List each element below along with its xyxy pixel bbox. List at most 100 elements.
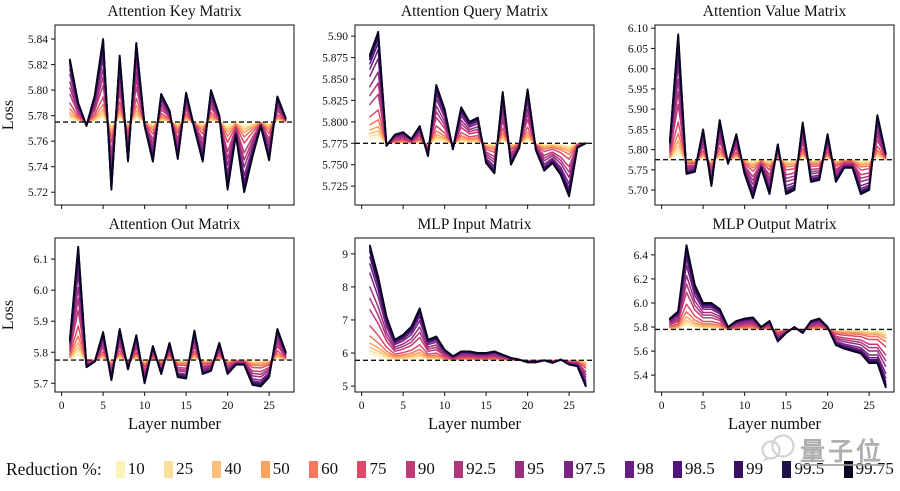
series-line-98.5: [369, 256, 587, 385]
y-tick-label: 5.800: [322, 117, 348, 129]
legend-swatch: [782, 460, 792, 478]
legend-entry-40: 40: [212, 459, 241, 479]
y-tick-label: 5.95: [628, 84, 648, 96]
legend-entry-98.5: 98.5: [673, 459, 715, 479]
y-tick-label: 5.80: [628, 145, 648, 157]
y-tick-label: 6.4: [634, 250, 649, 262]
plot-box: [54, 237, 295, 393]
chart-svg-attention-key: 5.72 5.74 5.76 5.78 5.80 5.82 5.84 Loss: [0, 24, 295, 209]
x-tick-label: 25: [863, 400, 875, 412]
y-tick-label: 9: [342, 249, 348, 261]
legend-entry-label: 10: [127, 459, 145, 478]
legend-entry-label: 25: [176, 459, 194, 478]
legend-swatch: [115, 460, 125, 478]
legend-entry-label: 95: [527, 459, 545, 478]
y-tick-label: 5.76: [28, 136, 48, 148]
x-tick-label: 0: [59, 400, 65, 412]
series-line-99.75: [368, 30, 587, 198]
chart-svg-mlp-output: 5.4 5.6 5.8 6.0 6.2 6.4 0 5 10 15 20 25 Layer number: [634, 237, 895, 433]
chart-title: MLP Output Matrix: [712, 216, 837, 233]
chart-title: MLP Input Matrix: [417, 216, 532, 233]
legend-entry-label: 40: [224, 459, 242, 478]
x-tick-label: 5: [700, 400, 706, 412]
legend-entry-25: 25: [164, 459, 193, 479]
legend-entries: 10 25 40 50 60 75 90 92.5 95 97.5 98 98.5 99 99.5 99.7…: [115, 459, 894, 479]
series-group: [655, 33, 894, 200]
plot-box: [354, 237, 595, 393]
x-axis-label: Layer number: [428, 414, 522, 433]
x-tick-label: 10: [739, 400, 751, 412]
series-line-99.75: [68, 38, 287, 194]
x-axis-label: Layer number: [128, 414, 222, 433]
y-tick-label: 5.70: [628, 185, 648, 197]
y-tick-label: 5.90: [628, 104, 648, 116]
series-line-99: [368, 250, 587, 386]
x-axis-label: Layer number: [728, 414, 822, 433]
legend-entry-10: 10: [115, 459, 145, 479]
legend-label: Reduction %:: [6, 458, 102, 479]
y-tick-label: 5.6: [634, 346, 649, 358]
series-line-99.75: [668, 244, 887, 389]
y-tick-label: 5.74: [28, 162, 48, 174]
series-line-90: [369, 93, 587, 168]
legend-entry-label: 99: [746, 459, 764, 478]
legend-swatch: [734, 460, 744, 478]
y-tick-label: 5.85: [628, 124, 648, 136]
y-tick-label: 5: [342, 381, 348, 393]
legend-entry-97.5: 97.5: [563, 459, 605, 479]
x-tick-label: 25: [263, 400, 275, 412]
legend: Reduction %: 10 25 40 50 60 75 90 92.5 95 97.5 98 9…: [0, 447, 900, 491]
chart-panel-attention-query: Attention Query Matrix 5.725 5.750 5.775 5.8…: [300, 0, 600, 213]
y-tick-label: 5.8: [34, 347, 49, 359]
x-tick-label: 15: [180, 400, 192, 412]
y-tick-label: 8: [342, 282, 348, 294]
y-tick-label: 6: [342, 348, 348, 360]
chart-title: Attention Value Matrix: [702, 3, 847, 20]
legend-entry-75: 75: [357, 459, 386, 479]
legend-entry-label: 99.5: [794, 459, 825, 478]
legend-swatch: [515, 460, 525, 478]
chart-panel-mlp-output: MLP Output Matrix 5.4 5.6 5.8 6.0 6.2 6.4 0 5 10 1…: [600, 213, 900, 445]
y-tick-label: 5.80: [28, 85, 48, 97]
x-tick-label: 0: [359, 400, 365, 412]
y-axis-label: Loss: [0, 300, 17, 330]
y-axis-label: Loss: [0, 100, 17, 130]
chart-svg-attention-value: 5.70 5.75 5.80 5.85 5.90 5.95 6.00 6.05 6.10: [628, 23, 895, 209]
plot-box: [54, 24, 295, 206]
chart-title: Attention Query Matrix: [400, 3, 549, 20]
y-tick-label: 5.4: [634, 370, 649, 382]
charts-grid: Attention Key Matrix 5.72 5.74 5.76 5.78 5.80…: [0, 0, 900, 445]
y-tick-label: 6.05: [628, 43, 648, 55]
y-tick-label: 5.9: [34, 316, 49, 328]
legend-entry-label: 98: [636, 459, 654, 478]
y-tick-label: 5.82: [28, 60, 48, 72]
legend-entry-99.75: 99.75: [843, 459, 894, 479]
series-line-60: [669, 311, 887, 343]
legend-entry-50: 50: [260, 459, 290, 479]
x-tick-label: 5: [400, 400, 406, 412]
y-tick-label: 5.725: [322, 181, 348, 193]
x-tick-label: 10: [139, 400, 151, 412]
legend-swatch: [309, 460, 319, 478]
legend-entry-label: 99.75: [855, 459, 894, 478]
plot-box: [654, 24, 895, 206]
y-tick-label: 6.0: [634, 298, 649, 310]
series-line-97.5: [669, 264, 887, 375]
series-group: [55, 38, 294, 194]
y-tick-label: 5.78: [28, 111, 48, 123]
legend-entry-98: 98: [624, 459, 654, 479]
legend-swatch: [673, 460, 683, 478]
legend-swatch: [405, 460, 415, 478]
chart-title: Attention Key Matrix: [107, 3, 242, 20]
chart-panel-mlp-input: MLP Input Matrix 5 6 7 8 9 0 5 10 15 20 25 Layer num…: [300, 213, 600, 445]
x-tick-label: 10: [439, 400, 451, 412]
chart-title: Attention Out Matrix: [108, 216, 241, 233]
series-line-99: [368, 36, 587, 195]
series-group: [655, 244, 894, 389]
series-group: [355, 30, 594, 198]
series-line-99.5: [368, 246, 587, 387]
series-line-75: [369, 109, 587, 160]
legend-swatch: [164, 460, 174, 478]
y-tick-label: 6.00: [628, 64, 648, 76]
